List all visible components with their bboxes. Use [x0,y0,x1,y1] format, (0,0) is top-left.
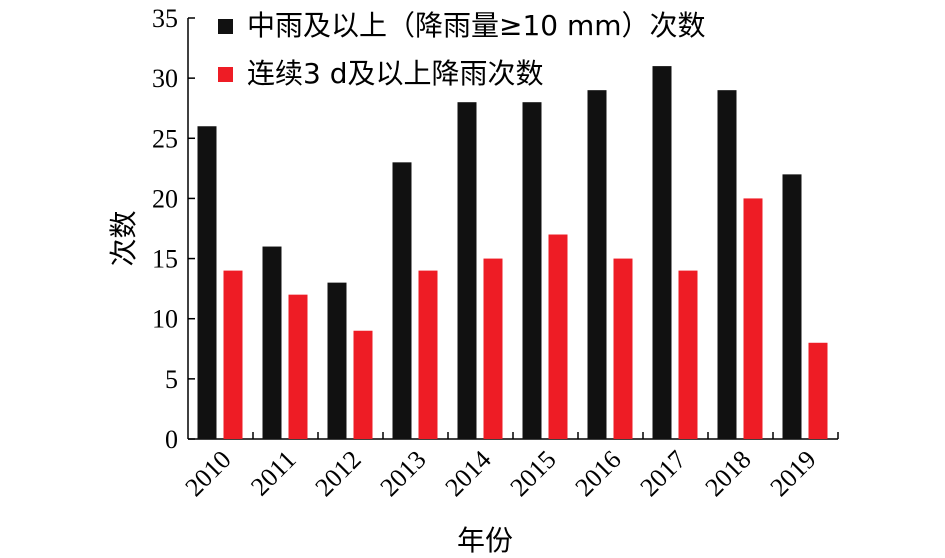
bar-consecutive-rain-2016 [613,258,633,439]
x-tick-label: 2014 [439,445,496,502]
y-tick-label: 35 [152,4,178,33]
legend: 中雨及以上（降雨量≥10 mm）次数 连续3 d及以上降雨次数 [218,9,706,90]
bar-consecutive-rain-2011 [288,294,308,439]
x-tick-label: 2013 [374,445,431,502]
x-tick-label: 2017 [634,445,691,502]
legend-swatch-heavy-rain [218,19,233,34]
bar-consecutive-rain-2019 [808,342,828,439]
y-tick-label: 20 [152,184,178,213]
x-tick-label: 2011 [245,445,302,502]
x-tick-label: 2012 [309,445,366,502]
x-tick-label: 2018 [699,445,756,502]
bars [197,66,828,440]
bar-heavy-rain-2018 [717,90,737,440]
y-tick-label: 5 [165,365,178,394]
y-tick-label: 30 [152,64,178,93]
x-axis-title: 年份 [457,524,513,557]
y-tick-label: 0 [165,425,178,454]
bar-consecutive-rain-2018 [743,198,763,439]
y-tick-label: 10 [152,305,178,334]
bar-heavy-rain-2017 [652,66,672,439]
bar-consecutive-rain-2012 [353,330,373,439]
bar-consecutive-rain-2010 [223,270,243,439]
y-axis-title: 次数 [107,210,140,266]
bar-heavy-rain-2013 [392,162,412,440]
bar-consecutive-rain-2014 [483,258,503,439]
y-tick-label: 15 [152,245,178,274]
x-tick-label: 2015 [504,445,561,502]
y-tick-label: 25 [152,124,178,153]
legend-label-heavy-rain: 中雨及以上（降雨量≥10 mm）次数 [247,9,706,42]
bar-consecutive-rain-2013 [418,270,438,439]
bar-heavy-rain-2010 [197,126,217,439]
legend-swatch-consecutive-rain [218,67,233,82]
bar-heavy-rain-2016 [587,90,607,440]
bar-heavy-rain-2015 [522,102,542,439]
y-axis-ticks: 0 5 10 15 20 25 30 35 [152,4,195,454]
bar-consecutive-rain-2017 [678,270,698,439]
bar-heavy-rain-2019 [782,174,802,439]
bar-heavy-rain-2012 [327,282,347,439]
x-tick-label: 2016 [569,445,626,502]
bar-consecutive-rain-2015 [548,234,568,439]
bar-heavy-rain-2014 [457,102,477,439]
x-tick-label: 2019 [764,445,821,502]
x-tick-label: 2010 [179,445,236,502]
legend-label-consecutive-rain: 连续3 d及以上降雨次数 [247,57,544,90]
bar-heavy-rain-2011 [262,246,282,439]
x-axis-ticks: 2010 2011 2012 2013 2014 2015 2016 2017 2018 2019 [179,432,839,502]
